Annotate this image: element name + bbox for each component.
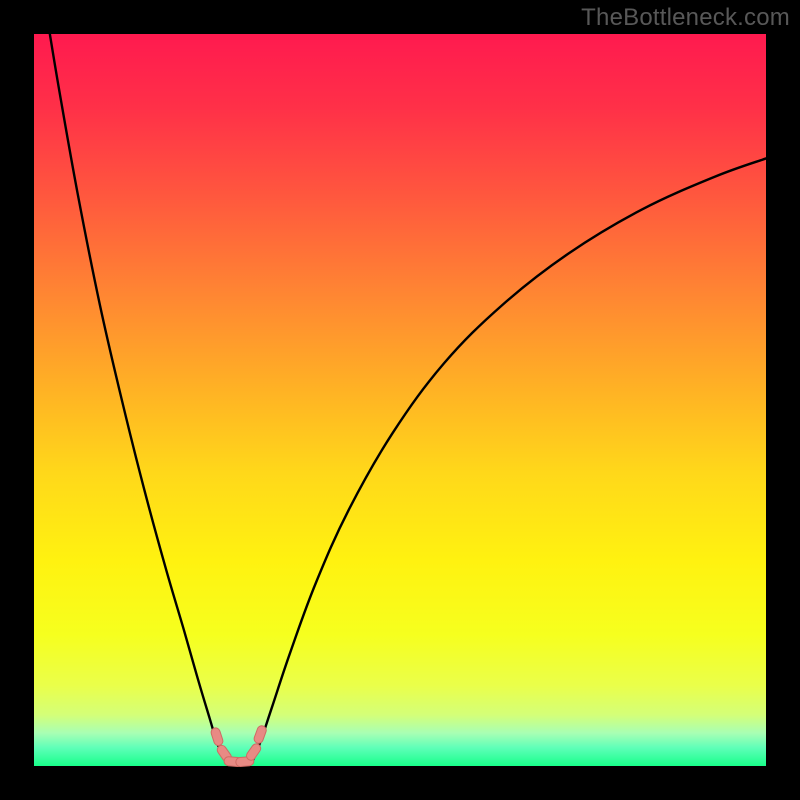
gradient-background [34, 34, 766, 766]
chart-canvas: TheBottleneck.com [0, 0, 800, 800]
bottleneck-chart [0, 0, 800, 800]
watermark-text: TheBottleneck.com [581, 4, 790, 32]
